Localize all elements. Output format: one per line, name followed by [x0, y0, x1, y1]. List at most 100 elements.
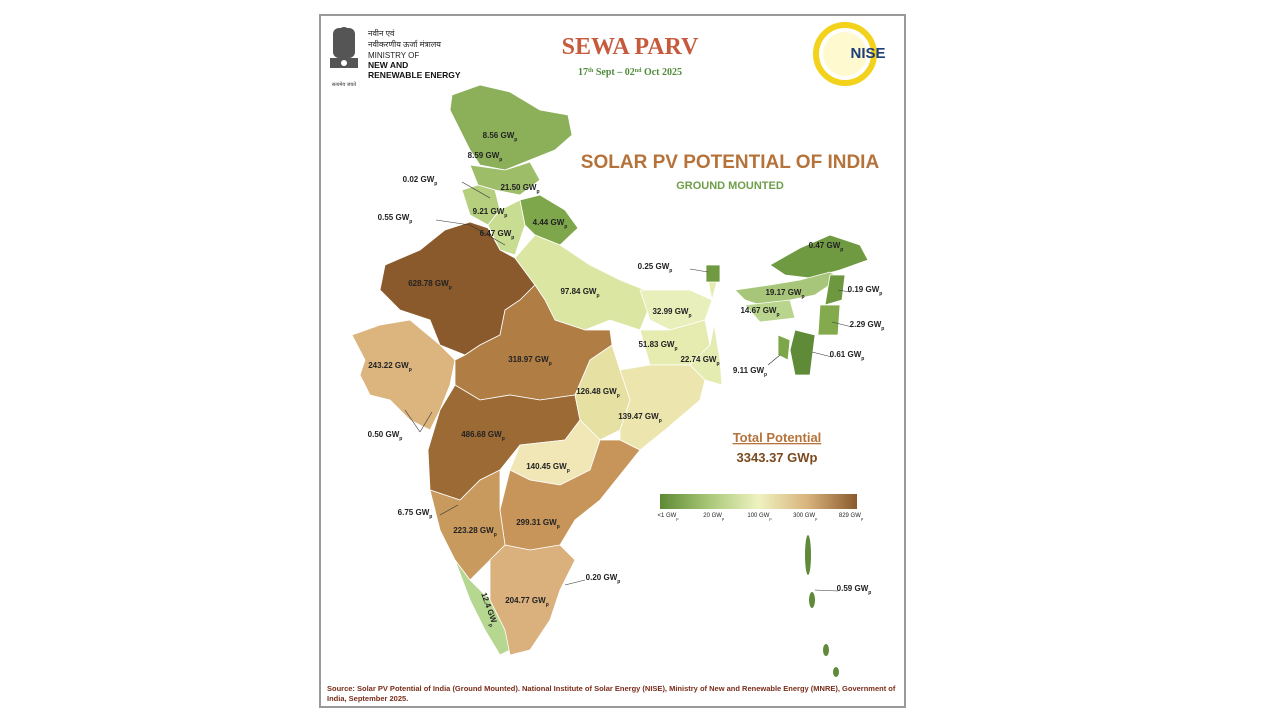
- region-label: 6.75 GWp: [398, 508, 433, 520]
- source-note: Source: Solar PV Potential of India (Gro…: [327, 684, 896, 703]
- label-unit-sub: p: [429, 514, 432, 520]
- label-value: 6.75 GW: [398, 508, 430, 517]
- region-label: 139.47 GWp: [618, 412, 662, 424]
- map-subtitle: GROUND MOUNTED: [676, 180, 784, 192]
- emblem-motto: सत्यमेव जयते: [332, 81, 356, 88]
- legend-sub: p: [769, 516, 772, 521]
- region: [817, 304, 841, 336]
- label-unit-sub: p: [409, 367, 412, 373]
- label-unit-sub: p: [434, 181, 437, 187]
- region: [824, 274, 846, 306]
- region-label: 21.50 GWp: [500, 183, 539, 195]
- region-label: 0.50 GWp: [368, 430, 403, 442]
- region-label: 0.25 GWp: [638, 262, 673, 274]
- leader-lines: [404, 181, 853, 592]
- region-label: 14.67 GWp: [740, 306, 779, 318]
- label-value: 19.17 GW: [765, 288, 801, 297]
- region-label: 8.56 GWp: [483, 131, 518, 143]
- label-unit-sub: p: [514, 137, 517, 143]
- date-part: th: [588, 68, 594, 74]
- label-value: 318.97 GW: [508, 355, 549, 364]
- island: [805, 535, 811, 575]
- region-label: 97.84 GWp: [560, 287, 599, 299]
- label-unit-sub: p: [881, 326, 884, 332]
- label-value: 51.83 GW: [638, 340, 674, 349]
- legend-sub: p: [815, 516, 818, 521]
- region: [689, 264, 723, 386]
- label-unit-sub: p: [868, 590, 871, 596]
- legend-label: 100 GWp: [747, 513, 772, 521]
- label-value: 223.28 GW: [453, 526, 494, 535]
- label-unit-sub: p: [487, 623, 494, 628]
- label-unit-sub: p: [409, 219, 412, 225]
- region-label: 19.17 GWp: [765, 288, 804, 300]
- region: [619, 364, 706, 451]
- label-unit-sub: p: [801, 294, 804, 300]
- total-value: 3343.37 GWp: [737, 450, 818, 465]
- region: [449, 84, 573, 171]
- island: [833, 667, 839, 677]
- event-title: SEWA PARV: [562, 34, 699, 60]
- date-part: Oct 2025: [641, 67, 682, 78]
- label-unit-sub: p: [564, 224, 567, 230]
- label-value: 6.47 GW: [480, 229, 512, 238]
- label-value: 0.59 GW: [837, 584, 869, 593]
- legend-label: 829 GWp: [839, 513, 864, 521]
- region-label: 243.22 GWp: [368, 361, 412, 373]
- legend-sub: p: [722, 516, 725, 521]
- region-label: 0.47 GWp: [809, 241, 844, 253]
- region-label: 0.59 GWp: [837, 584, 872, 596]
- label-value: 126.48 GW: [576, 387, 617, 396]
- label-value: 139.47 GW: [618, 412, 659, 421]
- label-value: 486.68 GW: [461, 430, 502, 439]
- label-unit-sub: p: [776, 312, 779, 318]
- label-value: 243.22 GW: [368, 361, 409, 370]
- label-unit-sub: p: [499, 157, 502, 163]
- emblem: [330, 27, 358, 68]
- nise-logo-text: NISE: [850, 45, 885, 62]
- legend-sub: p: [861, 516, 864, 521]
- region: [351, 319, 456, 431]
- label-unit-sub: p: [449, 285, 452, 291]
- label-unit-sub: p: [557, 524, 560, 530]
- label-value: 0.50 GW: [368, 430, 400, 439]
- label-value: 14.67 GW: [740, 306, 776, 315]
- nise-logo: [813, 22, 877, 86]
- region-label: 0.61 GWp: [830, 350, 865, 362]
- label-value: 9.11 GW: [733, 366, 765, 375]
- date-part: nd: [635, 68, 642, 74]
- region: [789, 329, 816, 376]
- region-label: 126.48 GWp: [576, 387, 620, 399]
- region-label: 0.19 GWp: [848, 285, 883, 297]
- region-label: 4.44 GWp: [533, 218, 568, 230]
- legend-label: 300 GWp: [793, 513, 818, 521]
- label-value: 2.29 GW: [850, 320, 882, 329]
- region-label: 9.11 GWp: [733, 366, 767, 378]
- event-dates: 17th Sept – 02nd Oct 2025: [578, 67, 682, 78]
- label-unit-sub: p: [879, 291, 882, 297]
- label-unit-sub: p: [617, 579, 620, 585]
- india-map: [351, 84, 869, 677]
- label-value: 0.25 GW: [638, 262, 670, 271]
- label-unit-sub: p: [494, 532, 497, 538]
- ministry-hindi: नवीन एवं: [368, 28, 395, 38]
- legend-label: <1 GWp: [657, 513, 679, 521]
- region: [705, 264, 721, 283]
- label-unit-sub: p: [502, 436, 505, 442]
- legend-value: 829 GW: [839, 513, 861, 519]
- label-value: 204.77 GW: [505, 596, 546, 605]
- region-label: 8.59 GWp: [468, 151, 503, 163]
- legend-value: 300 GW: [793, 513, 815, 519]
- island: [809, 592, 815, 608]
- region-label: 486.68 GWp: [461, 430, 505, 442]
- region-label: 318.97 GWp: [508, 355, 552, 367]
- label-value: 22.74 GW: [680, 355, 716, 364]
- region-label: 0.02 GWp: [403, 175, 438, 187]
- map-title: SOLAR PV POTENTIAL OF INDIA: [581, 152, 880, 173]
- label-value: 0.61 GW: [830, 350, 862, 359]
- region-label: 22.74 GWp: [680, 355, 719, 367]
- label-unit-sub: p: [688, 313, 691, 319]
- label-unit-sub: p: [659, 418, 662, 424]
